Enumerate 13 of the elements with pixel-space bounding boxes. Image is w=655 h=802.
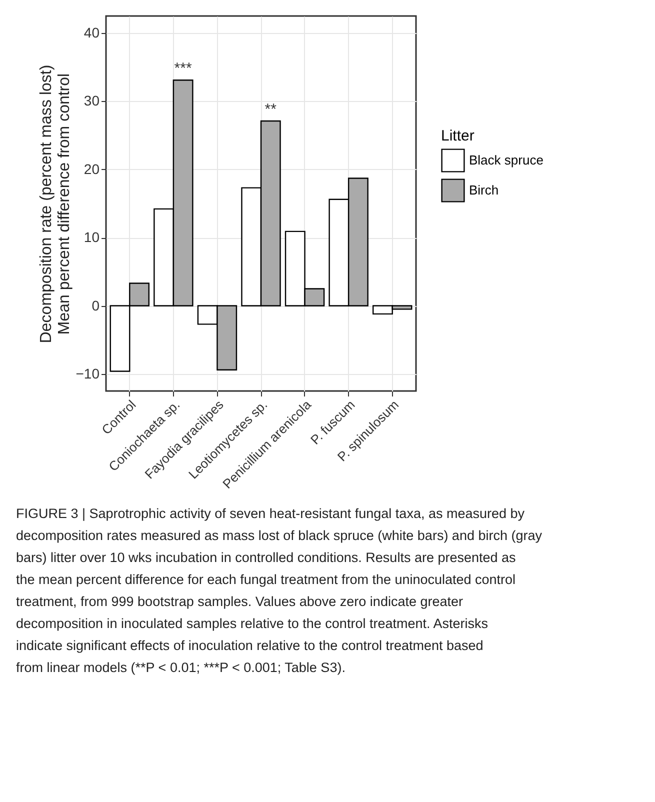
data-label: *** — [174, 60, 192, 78]
data-label: ** — [264, 101, 277, 118]
y-axis-title: Decomposition rate (percent mass lost) Mean percent difference from control — [38, 64, 73, 344]
y-tick-label: 40 — [84, 24, 100, 41]
legend-label: Birch — [469, 182, 499, 198]
y-tick-label: 20 — [84, 160, 100, 177]
y-tick-label: −10 — [76, 365, 100, 382]
legend-title: Litter — [441, 128, 474, 144]
y-tick-label: 30 — [84, 92, 100, 109]
legend-label: Black spruce — [469, 152, 544, 168]
caption: FIGURE 3 | Saprotrophic activity of seven heat-resistant fungal taxa, as measured by decomposition rates measured as mass lost of black spruce (white bars) and birch (gray bars) litter over 10 wks incubation in controlled conditions. Results are presented as the mean percent difference for each fungal treatment from the uninoculated control treatment, from 999 bootstrap samples. Values above zero indicate greater decomposition in inoculated samples relative to the control treatment. Asterisks indicate significant effects of inoculation relative to the control treatment based from linear models (**P < 0.01; ***P < 0.001; Table S3). — [16, 506, 542, 675]
y-tick-label: 10 — [84, 229, 100, 246]
y-tick-label: 0 — [92, 297, 100, 314]
